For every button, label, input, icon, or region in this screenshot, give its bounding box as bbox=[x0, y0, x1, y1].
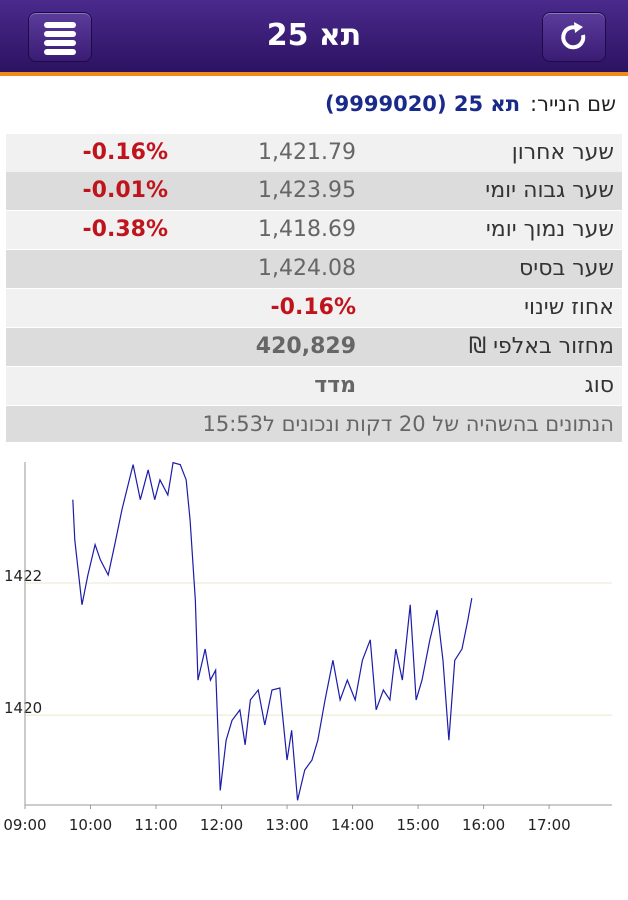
row-label: שער גבוה יומי bbox=[485, 178, 614, 203]
menu-button[interactable] bbox=[28, 12, 92, 62]
x-tick-label: 11:00 bbox=[134, 816, 177, 834]
security-name: שם הנייר: תא 25 (9999020) bbox=[325, 92, 616, 116]
table-row: סוג מדד bbox=[6, 367, 622, 405]
table-row: מחזור באלפי ₪ 420,829 bbox=[6, 328, 622, 366]
y-tick-label: 1420 bbox=[4, 699, 42, 717]
row-value: -0.16% bbox=[270, 295, 356, 320]
y-tick-label: 1422 bbox=[4, 567, 42, 585]
security-label: שם הנייר: bbox=[530, 92, 616, 116]
x-tick-label: 17:00 bbox=[527, 816, 570, 834]
table-row: אחוז שינוי -0.16% bbox=[6, 289, 622, 327]
security-value: תא 25 (9999020) bbox=[325, 92, 521, 116]
table-row: שער בסיס 1,424.08 bbox=[6, 250, 622, 288]
row-label: שער בסיס bbox=[519, 256, 614, 281]
row-change: -0.38% bbox=[82, 217, 168, 242]
x-tick-label: 13:00 bbox=[265, 816, 308, 834]
price-line bbox=[72, 461, 473, 801]
row-value: 1,418.69 bbox=[258, 217, 356, 242]
x-tick-label: 10:00 bbox=[69, 816, 112, 834]
row-label: מחזור באלפי ₪ bbox=[468, 334, 614, 359]
header-bar: תא 25 bbox=[0, 0, 628, 76]
row-change: -0.16% bbox=[82, 140, 168, 165]
row-change: -0.01% bbox=[82, 178, 168, 203]
x-tick-label: 14:00 bbox=[331, 816, 374, 834]
x-tick-label: 16:00 bbox=[462, 816, 505, 834]
row-label: סוג bbox=[584, 373, 614, 398]
x-tick-label: 12:00 bbox=[200, 816, 243, 834]
row-label: שער נמוך יומי bbox=[485, 217, 614, 242]
menu-icon bbox=[44, 22, 76, 55]
row-value: מדד bbox=[314, 373, 356, 398]
header-title: תא 25 bbox=[266, 18, 362, 53]
row-value: 1,421.79 bbox=[258, 140, 356, 165]
x-tick-label: 15:00 bbox=[396, 816, 439, 834]
x-tick-label: 09:00 bbox=[3, 816, 46, 834]
chart: 1420 1422 09:00 10:00 11:00 12:00 13:00 14:00 15… bbox=[3, 461, 612, 834]
delay-note: הנתונים בהשהיה של 20 דקות ונכונים ל15:53 bbox=[6, 406, 622, 442]
note-text: הנתונים בהשהיה של 20 דקות ונכונים ל15:53 bbox=[202, 412, 614, 436]
row-value: 1,424.08 bbox=[258, 256, 356, 281]
row-value: 420,829 bbox=[255, 334, 356, 359]
table-row: שער גבוה יומי 1,423.95 -0.01% bbox=[6, 172, 622, 210]
row-label: אחוז שינוי bbox=[524, 295, 614, 320]
table-row: שער אחרון 1,421.79 -0.16% bbox=[6, 134, 622, 172]
refresh-icon bbox=[561, 22, 586, 50]
table-row: שער נמוך יומי 1,418.69 -0.38% bbox=[6, 211, 622, 249]
row-value: 1,423.95 bbox=[258, 178, 356, 203]
row-label: שער אחרון bbox=[511, 140, 614, 165]
refresh-button[interactable] bbox=[542, 12, 606, 62]
